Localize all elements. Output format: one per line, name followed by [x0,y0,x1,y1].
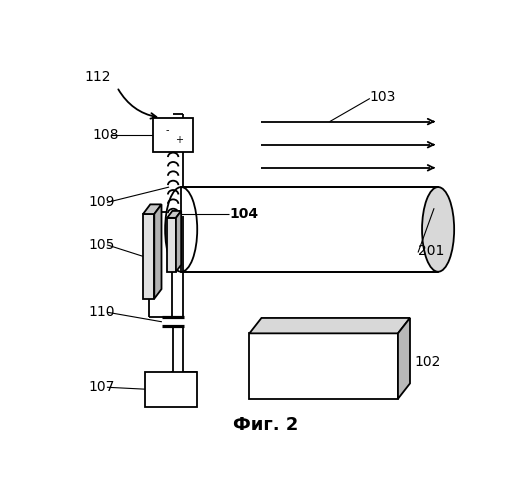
Ellipse shape [165,187,197,272]
Text: +: + [175,136,183,145]
Polygon shape [143,204,162,214]
Text: 110: 110 [89,305,116,319]
Text: 103: 103 [370,90,396,104]
Bar [143,214,154,298]
Polygon shape [154,204,162,298]
Polygon shape [176,211,181,272]
Text: 104: 104 [229,207,258,221]
Text: -: - [165,125,169,135]
Bar [153,118,193,152]
Polygon shape [398,318,410,399]
Text: 102: 102 [414,355,440,369]
Text: 107: 107 [89,380,115,394]
Bar [145,372,197,406]
Text: 109: 109 [89,196,116,209]
Bar [250,334,398,399]
Polygon shape [250,318,410,334]
Bar [167,218,176,272]
Text: 112: 112 [85,70,111,85]
Ellipse shape [422,187,454,272]
Text: 201: 201 [418,244,444,258]
Polygon shape [167,211,181,218]
Text: Фиг. 2: Фиг. 2 [233,416,298,434]
Text: 105: 105 [89,238,115,252]
Bar [181,187,438,272]
Text: 108: 108 [93,128,119,142]
